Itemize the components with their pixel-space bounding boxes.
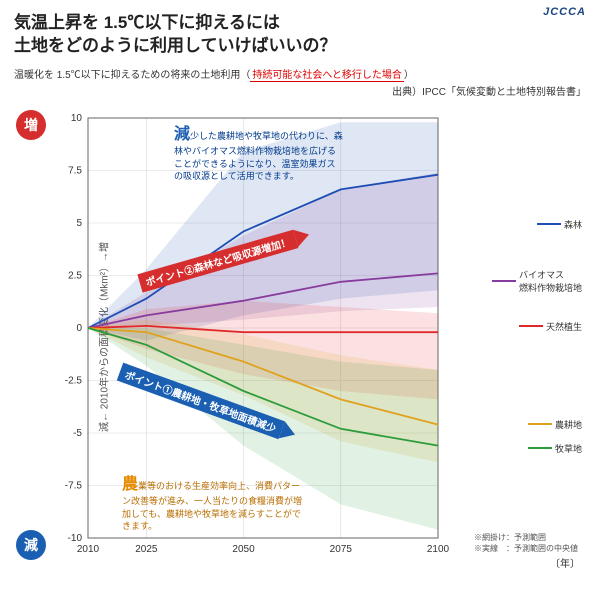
logo: JCCCA (543, 6, 586, 18)
svg-text:2100: 2100 (427, 544, 450, 552)
svg-text:-5: -5 (73, 428, 82, 439)
x-axis-unit: 〔年〕 (550, 555, 580, 570)
description-orange: 農業等のおける生産効率向上、消費パターン改善等が進み、一人当たりの食糧消費が増加… (122, 474, 302, 532)
source-text: 出典）IPCC「気候変動と土地特別報告書」 (14, 83, 586, 98)
legend-バイオマス 燃料作物栽培地: バイオマス 燃料作物栽培地 (492, 268, 582, 294)
legend-天然植生: 天然植生 (519, 320, 582, 333)
svg-text:2.5: 2.5 (68, 270, 82, 281)
legend-note: ※網掛け：予測範囲※実線 ：予測範囲の中央値 (474, 532, 578, 554)
legend-牧草地: 牧草地 (528, 442, 582, 455)
subtitle: 温暖化を 1.5℃以下に抑えるための将来の土地利用（持続可能な社会へと移行した場… (14, 66, 586, 81)
svg-text:-10: -10 (68, 533, 83, 544)
legend-森林: 森林 (537, 218, 582, 231)
svg-text:-7.5: -7.5 (65, 480, 83, 491)
svg-text:-2.5: -2.5 (65, 375, 83, 386)
svg-text:2025: 2025 (135, 544, 158, 552)
page-title: 気温上昇を 1.5℃以下に抑えるには土地をどのように利用していけばいいの？ (14, 12, 586, 58)
badge-decrease: 減 (16, 530, 46, 560)
description-blue: 減少した農耕地や牧草地の代わりに、森林やバイオマス燃料作物栽培地を広げることがで… (174, 124, 344, 182)
badge-increase: 増 (16, 110, 46, 140)
svg-text:0: 0 (76, 323, 82, 334)
svg-text:10: 10 (71, 113, 83, 124)
subtitle-highlight: 持続可能な社会へと移行した場合 (250, 70, 404, 82)
svg-text:5: 5 (76, 218, 82, 229)
legend-農耕地: 農耕地 (528, 418, 582, 431)
chart-area: 増 減 減← 2010年からの面積変化（Mkm²）→増 -10-7.5-5-2.… (14, 102, 586, 572)
page-root: JCCCA 気温上昇を 1.5℃以下に抑えるには土地をどのように利用していけばい… (0, 0, 600, 600)
svg-text:2075: 2075 (330, 544, 353, 552)
svg-text:2050: 2050 (232, 544, 255, 552)
svg-text:7.5: 7.5 (68, 165, 82, 176)
svg-text:2010: 2010 (77, 544, 100, 552)
